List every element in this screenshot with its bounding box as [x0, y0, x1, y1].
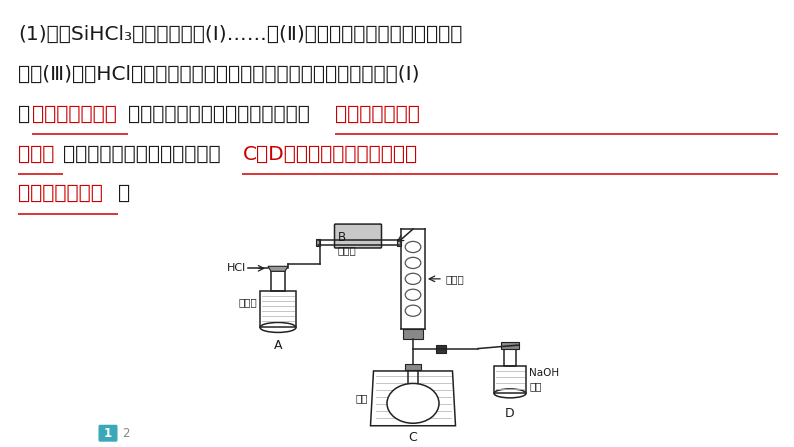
Text: ；判断制备反应结束的实验现象是: ；判断制备反应结束的实验现象是: [128, 105, 310, 123]
Text: 体剩余: 体剩余: [18, 144, 54, 164]
Bar: [260, 291, 296, 328]
Text: D: D: [505, 407, 515, 420]
Bar: [315, 239, 319, 246]
Text: 。: 。: [118, 184, 130, 203]
Text: 检查装置气密性: 检查装置气密性: [32, 105, 117, 123]
Text: 管式炉中没有固: 管式炉中没有固: [335, 105, 420, 123]
Text: 2: 2: [122, 427, 129, 440]
Text: 冰水: 冰水: [355, 393, 368, 403]
Bar: [405, 363, 421, 371]
Bar: [436, 345, 446, 353]
Text: C: C: [409, 431, 418, 444]
Text: 管式炉: 管式炉: [337, 245, 357, 255]
Text: B: B: [337, 231, 345, 244]
Text: 冷却液: 冷却液: [445, 274, 464, 284]
Bar: [504, 348, 516, 366]
Bar: [494, 366, 526, 393]
Text: 处理氢气的装置: 处理氢气的装置: [18, 184, 103, 203]
Text: 为: 为: [18, 105, 30, 123]
Bar: [403, 329, 423, 339]
Text: A: A: [274, 339, 282, 352]
Text: C、D之间没有干燥装置，没有: C、D之间没有干燥装置，没有: [242, 144, 418, 164]
Text: NaOH: NaOH: [529, 368, 559, 379]
Text: 液硫酸: 液硫酸: [238, 297, 257, 307]
Text: HCl: HCl: [227, 263, 246, 273]
Text: 中；(Ⅲ)通入HCl，一段时间后接通冷凝装置，加热开始反应。操作(Ⅰ): 中；(Ⅲ)通入HCl，一段时间后接通冷凝装置，加热开始反应。操作(Ⅰ): [18, 65, 419, 84]
FancyBboxPatch shape: [98, 425, 118, 442]
Text: 。图示装置存在的两处缺陷是: 。图示装置存在的两处缺陷是: [64, 144, 221, 164]
Bar: [396, 239, 400, 246]
FancyBboxPatch shape: [334, 224, 381, 248]
Text: 1: 1: [104, 427, 112, 440]
Text: 溶液: 溶液: [529, 381, 542, 392]
Ellipse shape: [387, 384, 439, 423]
Polygon shape: [268, 266, 288, 271]
Bar: [271, 271, 285, 291]
Text: (1)制备SiHCl₃时进行操作：(Ⅰ)……；(Ⅱ)将盛有硅粉的瓷舟置于管式炉: (1)制备SiHCl₃时进行操作：(Ⅰ)……；(Ⅱ)将盛有硅粉的瓷舟置于管式炉: [18, 25, 462, 44]
Bar: [501, 342, 519, 349]
